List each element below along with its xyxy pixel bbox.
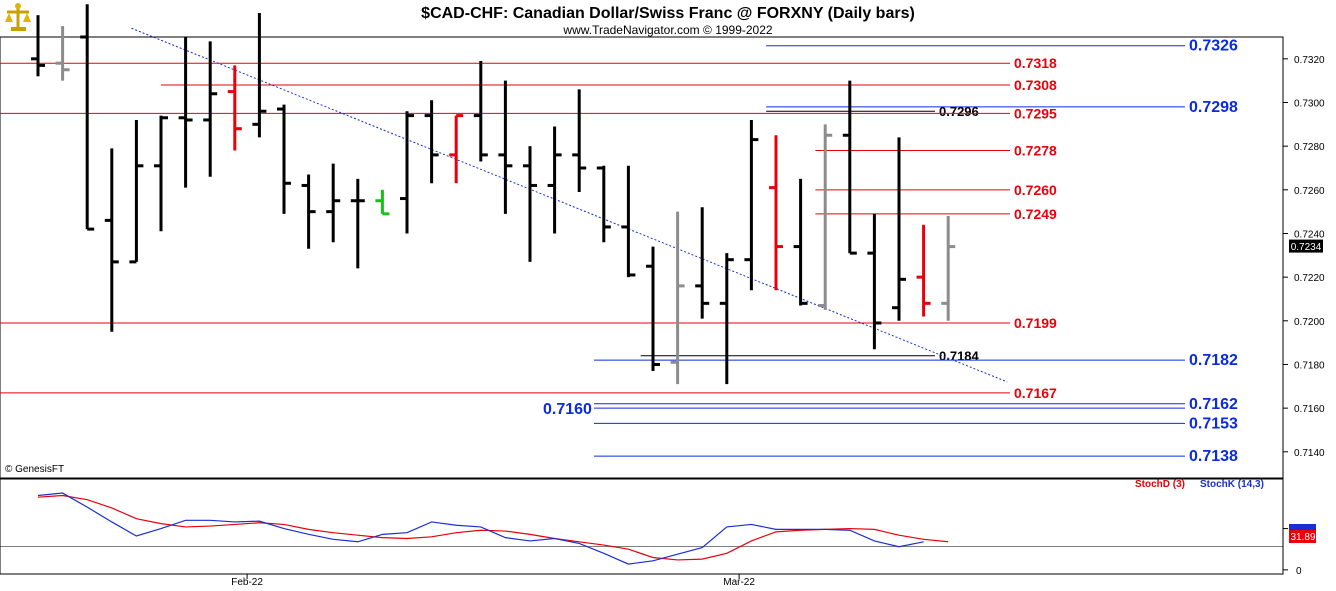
stoch-series-0 <box>37 494 949 561</box>
copyright-text: © GenesisFT <box>5 464 64 475</box>
ohlc-bar-16 <box>424 100 439 184</box>
level-label-7: 0.7260 <box>1014 182 1057 198</box>
price-tick-label-7: 0.7180 <box>1294 360 1325 371</box>
ohlc-bar-14 <box>375 189 390 216</box>
level-label-8: 0.7249 <box>1014 206 1057 222</box>
level-label-3: 0.7298 <box>1189 99 1238 116</box>
date-tick-label-1: Mar-22 <box>723 577 755 588</box>
price-tick-label-8: 0.7160 <box>1294 404 1325 415</box>
price-tick-label-4: 0.7240 <box>1294 229 1325 240</box>
ohlc-bar-19 <box>498 80 513 214</box>
price-axis: 0.7320 0.7300 0.7280 0.7260 0.7240 0.7220 0.72… <box>1283 55 1325 459</box>
level-label-12: 0.7167 <box>1014 385 1057 401</box>
ohlc-bar-31 <box>793 178 808 306</box>
level-label-16: 0.7138 <box>1189 448 1238 465</box>
chart-subtitle: www.TradeNavigator.com © 1999-2022 <box>562 23 772 37</box>
ohlc-bar-30 <box>769 135 783 291</box>
price-tick-label-9: 0.7140 <box>1294 448 1325 459</box>
legend-stoch-k: StochK (14,3) <box>1200 479 1264 490</box>
ohlc-bar-8 <box>227 65 242 151</box>
ohlc-bar-29 <box>744 119 759 291</box>
level-label-15: 0.7153 <box>1189 415 1238 432</box>
trend-line-path <box>131 27 1008 383</box>
stochastic-panel-frame <box>0 478 1284 575</box>
level-label-1: 0.7318 <box>1014 55 1057 71</box>
level-label-11: 0.7182 <box>1189 352 1238 369</box>
ohlc-bar-3 <box>104 148 119 332</box>
ohlc-bar-17 <box>449 114 464 184</box>
stoch-tick-label-1: 0 <box>1296 566 1302 577</box>
date-tick-label-0: Feb-22 <box>231 577 263 588</box>
ohlc-bar-15 <box>400 111 414 234</box>
ohlc-bar-18 <box>473 61 488 162</box>
ohlc-bar-32 <box>818 124 833 310</box>
ohlc-bar-36 <box>916 224 931 317</box>
ohlc-bar-24 <box>621 165 636 278</box>
stochastic-badges: 31.89 <box>1289 524 1316 543</box>
price-tick-label-5: 0.7220 <box>1294 273 1325 284</box>
ohlc-bar-6 <box>178 37 193 188</box>
ohlc-bar-26 <box>670 211 685 385</box>
ohlc-bar-2 <box>80 4 95 231</box>
level-label-2: 0.7308 <box>1014 77 1057 93</box>
level-label-0: 0.7326 <box>1189 38 1238 55</box>
date-axis: Feb-22 Mar-22 <box>231 574 755 588</box>
level-label-10: 0.7184 <box>939 349 980 364</box>
ohlc-bar-21 <box>547 126 562 234</box>
last-price-value: 0.7234 <box>1291 242 1322 253</box>
level-label-13: 0.7162 <box>1189 396 1238 413</box>
price-tick-label-2: 0.7280 <box>1294 142 1325 153</box>
price-bars <box>31 4 956 385</box>
ohlc-bar-33 <box>842 80 857 255</box>
ohlc-bar-35 <box>892 137 906 321</box>
ohlc-bar-13 <box>350 178 365 269</box>
chart-title: $CAD-CHF: Canadian Dollar/Swiss Franc @ … <box>421 5 915 22</box>
level-label-4: 0.7296 <box>939 104 979 119</box>
stochastic-lines <box>37 492 949 565</box>
ohlc-bar-28 <box>719 253 734 385</box>
price-tick-label-6: 0.7200 <box>1294 317 1325 328</box>
last-price-badge: 0.7234 <box>1289 239 1323 253</box>
price-tick-label-1: 0.7300 <box>1294 98 1325 109</box>
ohlc-bar-12 <box>326 163 341 243</box>
ohlc-bar-0 <box>31 15 45 77</box>
level-label-5: 0.7295 <box>1014 105 1057 121</box>
trend-line <box>131 27 1008 383</box>
ohlc-bar-7 <box>203 41 218 177</box>
level-label-9: 0.7199 <box>1014 315 1057 331</box>
gold-scales-logo-icon <box>4 3 36 33</box>
ohlc-bar-4 <box>129 119 144 264</box>
ohlc-bar-20 <box>523 146 537 262</box>
ohlc-bar-10 <box>277 104 291 214</box>
ohlc-bar-11 <box>301 174 316 249</box>
ohlc-bar-1 <box>55 26 70 81</box>
price-panel-frame <box>0 36 1284 479</box>
ohlc-bar-37 <box>941 216 956 321</box>
stoch-series-1 <box>37 492 924 565</box>
level-lines: 0.7326 0.7318 0.7308 0.7298 0.7296 0.7295 0.72… <box>0 38 1238 465</box>
ohlc-bar-27 <box>695 207 710 319</box>
ohlc-bar-5 <box>154 115 168 232</box>
ohlc-bar-9 <box>252 12 267 138</box>
stoch-badge-value: 31.89 <box>1290 532 1315 543</box>
ohlc-bar-25 <box>646 246 660 372</box>
level-label-14: 0.7160 <box>543 401 592 418</box>
legend-stoch-d: StochD (3) <box>1135 479 1185 490</box>
ohlc-bar-22 <box>572 89 587 193</box>
price-tick-label-0: 0.7320 <box>1294 55 1325 66</box>
price-tick-label-3: 0.7260 <box>1294 186 1325 197</box>
ohlc-bar-34 <box>867 213 882 350</box>
level-label-6: 0.7278 <box>1014 143 1057 159</box>
ohlc-bar-23 <box>596 165 611 243</box>
